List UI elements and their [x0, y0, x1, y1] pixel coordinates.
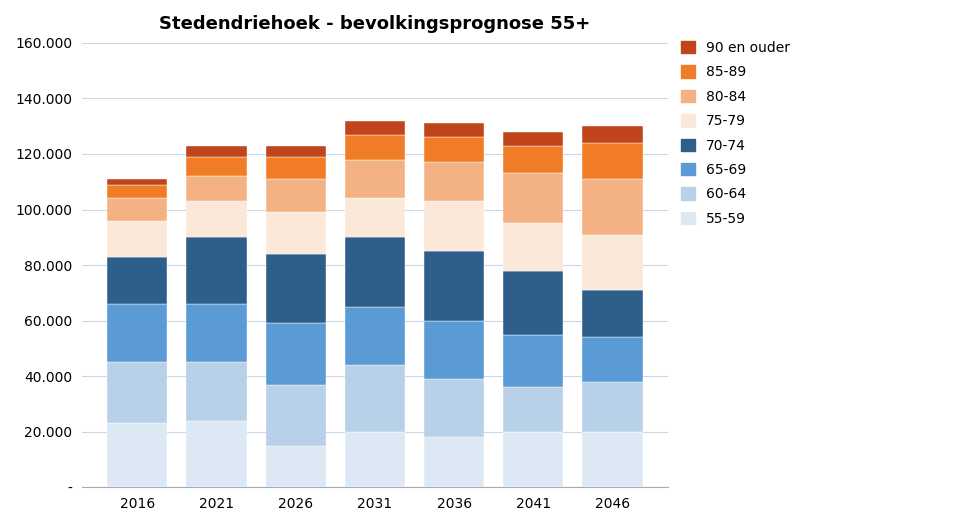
Bar [583, 179, 642, 235]
Bar [266, 385, 325, 446]
Bar [503, 146, 564, 174]
Bar [108, 362, 167, 423]
Bar [266, 146, 325, 157]
Bar [424, 251, 484, 321]
Bar [345, 135, 405, 159]
Bar [424, 321, 484, 379]
Bar [108, 220, 167, 257]
Bar [424, 379, 484, 437]
Bar [424, 163, 484, 201]
Bar [108, 257, 167, 304]
Bar [186, 362, 247, 421]
Bar [186, 237, 247, 304]
Bar [345, 120, 405, 135]
Bar [583, 337, 642, 382]
Bar [266, 179, 325, 213]
Bar [583, 143, 642, 179]
Bar [266, 446, 325, 487]
Bar [503, 432, 564, 487]
Bar [186, 146, 247, 157]
Bar [583, 382, 642, 432]
Bar [186, 176, 247, 201]
Bar [108, 198, 167, 220]
Bar [108, 304, 167, 362]
Bar [503, 335, 564, 387]
Bar [424, 437, 484, 487]
Bar [583, 235, 642, 290]
Bar [186, 201, 247, 237]
Bar [266, 157, 325, 179]
Bar [424, 137, 484, 163]
Bar [186, 304, 247, 362]
Bar [503, 271, 564, 335]
Bar [266, 254, 325, 323]
Bar [108, 179, 167, 185]
Bar [108, 423, 167, 487]
Bar [345, 237, 405, 307]
Bar [503, 174, 564, 224]
Bar [266, 323, 325, 385]
Bar [345, 365, 405, 432]
Bar [345, 198, 405, 237]
Bar [186, 157, 247, 176]
Bar [108, 185, 167, 198]
Bar [186, 421, 247, 487]
Bar [345, 432, 405, 487]
Bar [424, 124, 484, 137]
Bar [266, 213, 325, 254]
Title: Stedendriehoek - bevolkingsprognose 55+: Stedendriehoek - bevolkingsprognose 55+ [159, 15, 590, 33]
Legend: 90 en ouder, 85-89, 80-84, 75-79, 70-74, 65-69, 60-64, 55-59: 90 en ouder, 85-89, 80-84, 75-79, 70-74,… [681, 41, 790, 226]
Bar [583, 432, 642, 487]
Bar [503, 224, 564, 271]
Bar [345, 307, 405, 365]
Bar [583, 290, 642, 337]
Bar [503, 387, 564, 432]
Bar [503, 132, 564, 146]
Bar [424, 201, 484, 251]
Bar [583, 126, 642, 143]
Bar [345, 159, 405, 198]
